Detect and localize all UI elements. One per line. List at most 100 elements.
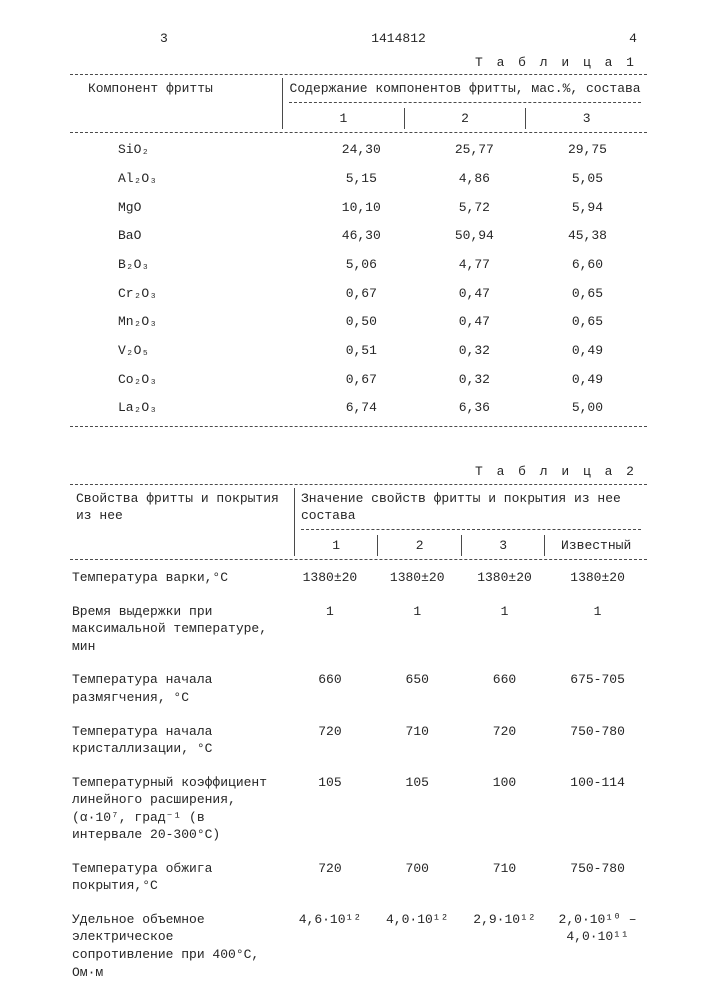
page-num-right: 4 [629,30,637,48]
property-value: 105 [374,768,461,854]
table-row: MgO10,105,725,94 [70,194,647,223]
table2-header-row1: Свойства фритты и покрытия из нее Значен… [70,488,647,535]
component-value: 0,49 [534,366,647,395]
table1-header-right: Содержание компонентов фритты, мас.%, со… [290,81,641,96]
component-name: Cr₂O₃ [70,280,308,309]
table-row: Температура начала размягчения, °С 660650… [70,665,647,716]
property-value: 1380±20 [548,563,647,597]
table2-body: Температура варки,°С1380±201380±201380±2… [70,563,647,991]
property-name: Температурный коэффициент линейного расш… [70,768,286,854]
table-row: Mn₂O₃0,500,470,65 [70,308,647,337]
table1-header-row1: Компонент фритты Содержание компонентов … [70,78,647,108]
component-value: 4,77 [421,251,534,280]
component-value: 10,10 [308,194,421,223]
component-name: BaO [70,222,308,251]
table-row: Время выдержки при максимальной температ… [70,597,647,666]
property-value: 1 [461,597,548,666]
property-value: 660 [461,665,548,716]
component-value: 0,47 [421,280,534,309]
component-value: 0,49 [534,337,647,366]
property-value: 100-114 [548,768,647,854]
table-row: SiO₂24,3025,7729,75 [70,136,647,165]
component-value: 4,86 [421,165,534,194]
component-value: 0,67 [308,366,421,395]
property-value: 4,6·10¹² [286,905,373,991]
component-value: 45,38 [534,222,647,251]
property-name: Температура обжига покрытия,°С [70,854,286,905]
property-value: 650 [374,665,461,716]
component-value: 6,60 [534,251,647,280]
component-value: 0,65 [534,308,647,337]
property-name: Время выдержки при максимальной температ… [70,597,286,666]
table2-caption: Т а б л и ц а 2 [70,463,647,481]
component-value: 6,74 [308,394,421,423]
component-value: 50,94 [421,222,534,251]
component-name: SiO₂ [70,136,308,165]
table-row: Температура варки,°С1380±201380±201380±2… [70,563,647,597]
property-value: 720 [461,717,548,768]
component-value: 0,51 [308,337,421,366]
property-name: Температура варки,°С [70,563,286,597]
table2-col-3: 3 [461,535,544,557]
component-name: Al₂O₃ [70,165,308,194]
component-value: 0,47 [421,308,534,337]
component-value: 5,05 [534,165,647,194]
table1-col-2: 2 [404,108,526,130]
property-value: 1 [374,597,461,666]
property-value: 750-780 [548,717,647,768]
property-value: 710 [374,717,461,768]
table2-col-2: 2 [378,535,461,557]
property-value: 100 [461,768,548,854]
table1-col-1: 1 [283,108,405,130]
table2: Т а б л и ц а 2 Свойства фритты и покрыт… [70,463,647,991]
property-value: 4,0·10¹² [374,905,461,991]
component-name: La₂O₃ [70,394,308,423]
table1-header-left: Компонент фритты [88,81,213,96]
component-value: 46,30 [308,222,421,251]
property-value: 710 [461,854,548,905]
table2-header-right: Значение свойств фритты и покрытия из не… [301,491,621,524]
table2-col-4: Известный [545,535,647,557]
component-value: 5,06 [308,251,421,280]
component-value: 29,75 [534,136,647,165]
property-value: 2,0·10¹⁰ – 4,0·10¹¹ [548,905,647,991]
property-value: 2,9·10¹² [461,905,548,991]
property-value: 1380±20 [286,563,373,597]
page-num-left: 3 [160,30,168,48]
property-value: 720 [286,717,373,768]
property-name: Температура начала кристаллизации, °С [70,717,286,768]
table1-caption: Т а б л и ц а 1 [70,54,647,72]
table2-col-1: 1 [294,535,377,557]
component-value: 5,15 [308,165,421,194]
property-value: 1380±20 [461,563,548,597]
component-name: MgO [70,194,308,223]
property-name: Удельное объемное электрическое сопротив… [70,905,286,991]
component-value: 25,77 [421,136,534,165]
page-header: 3 1414812 4 [70,30,647,48]
table1: Компонент фритты Содержание компонентов … [70,74,647,427]
table-row: Температура обжига покрытия,°С7207007107… [70,854,647,905]
table-row: Co₂O₃0,670,320,49 [70,366,647,395]
component-value: 0,50 [308,308,421,337]
property-name: Температура начала размягчения, °С [70,665,286,716]
table-row: BaO46,3050,9445,38 [70,222,647,251]
doc-number: 1414812 [371,30,426,48]
table-row: Al₂O₃5,154,865,05 [70,165,647,194]
property-value: 105 [286,768,373,854]
table2-header-left: Свойства фритты и покрытия из нее [76,491,279,524]
component-value: 0,32 [421,337,534,366]
component-value: 24,30 [308,136,421,165]
component-value: 5,72 [421,194,534,223]
table1-body: SiO₂24,3025,7729,75Al₂O₃5,154,865,05MgO1… [70,136,647,423]
property-value: 700 [374,854,461,905]
component-value: 5,94 [534,194,647,223]
property-value: 1380±20 [374,563,461,597]
component-name: B₂O₃ [70,251,308,280]
component-value: 0,32 [421,366,534,395]
property-value: 675-705 [548,665,647,716]
component-name: V₂O₅ [70,337,308,366]
table-row: B₂O₃5,064,776,60 [70,251,647,280]
component-name: Mn₂O₃ [70,308,308,337]
table-row: La₂O₃6,746,365,00 [70,394,647,423]
table1-col-3: 3 [526,108,647,130]
